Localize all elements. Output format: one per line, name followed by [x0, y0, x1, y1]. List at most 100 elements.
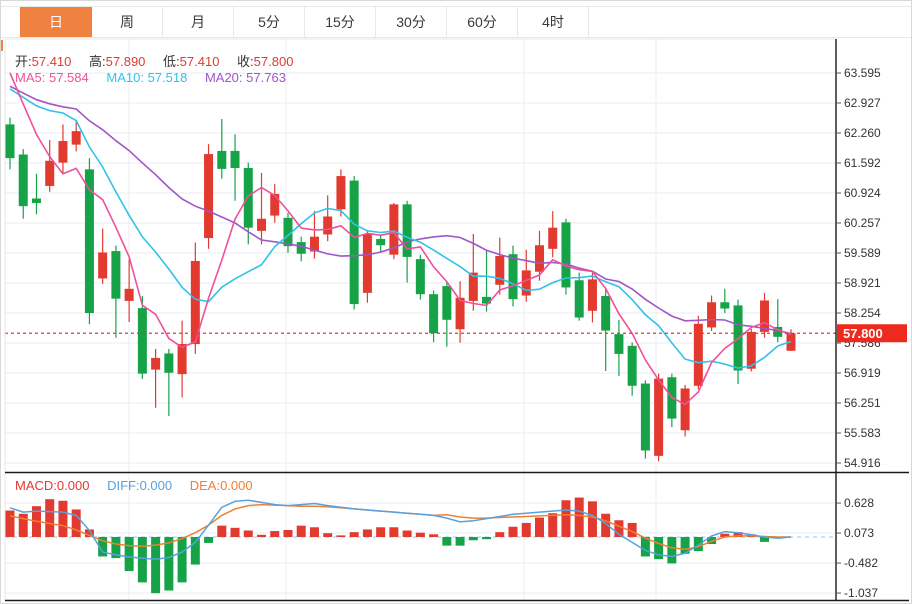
macd-histogram-bar[interactable]	[283, 529, 293, 537]
candle-body[interactable]	[429, 294, 439, 334]
candle-body[interactable]	[31, 198, 41, 204]
candle-body[interactable]	[124, 288, 134, 301]
candle-body[interactable]	[137, 308, 147, 374]
candle-body[interactable]	[760, 300, 770, 332]
candle-body[interactable]	[442, 286, 452, 320]
candle-body[interactable]	[654, 378, 664, 456]
candle-body[interactable]	[323, 216, 333, 235]
macd-histogram-bar[interactable]	[349, 532, 359, 537]
macd-histogram-bar[interactable]	[521, 522, 531, 537]
macd-histogram-bar[interactable]	[217, 525, 227, 537]
candle-body[interactable]	[720, 302, 730, 309]
macd-histogram-bar[interactable]	[402, 530, 412, 537]
candle-body[interactable]	[548, 227, 558, 249]
macd-histogram-bar[interactable]	[627, 522, 637, 537]
candle-body[interactable]	[151, 357, 161, 370]
macd-histogram-bar[interactable]	[482, 537, 492, 540]
macd-histogram-bar[interactable]	[654, 537, 664, 560]
macd-histogram-bar[interactable]	[614, 520, 624, 537]
candle-body[interactable]	[773, 326, 783, 337]
candle-body[interactable]	[243, 167, 253, 228]
candle-body[interactable]	[614, 334, 624, 354]
macd-histogram-bar[interactable]	[442, 537, 452, 546]
candle-body[interactable]	[217, 150, 227, 169]
candle-body[interactable]	[270, 194, 280, 216]
macd-histogram-bar[interactable]	[84, 529, 94, 537]
macd-histogram-bar[interactable]	[58, 500, 68, 537]
candle-body[interactable]	[336, 176, 346, 210]
macd-histogram-bar[interactable]	[667, 537, 677, 564]
tab-15min[interactable]: 15分	[305, 7, 376, 37]
macd-histogram-bar[interactable]	[508, 526, 518, 537]
candle-body[interactable]	[283, 217, 293, 247]
candle-body[interactable]	[534, 245, 544, 272]
macd-histogram-bar[interactable]	[495, 532, 505, 537]
macd-histogram-bar[interactable]	[362, 529, 372, 537]
macd-histogram-bar[interactable]	[18, 513, 28, 537]
macd-histogram-bar[interactable]	[680, 537, 690, 554]
macd-histogram-bar[interactable]	[733, 532, 743, 537]
macd-histogram-bar[interactable]	[376, 527, 386, 537]
tab-60min[interactable]: 60分	[447, 7, 518, 37]
macd-histogram-bar[interactable]	[296, 525, 306, 537]
candle-body[interactable]	[402, 204, 412, 257]
macd-histogram-bar[interactable]	[455, 537, 465, 546]
macd-histogram-bar[interactable]	[468, 537, 478, 541]
candle-body[interactable]	[601, 295, 611, 331]
candle-body[interactable]	[746, 331, 756, 369]
macd-histogram-bar[interactable]	[429, 534, 439, 537]
macd-histogram-bar[interactable]	[98, 537, 108, 557]
macd-histogram-bar[interactable]	[561, 500, 571, 537]
candle-body[interactable]	[521, 270, 531, 296]
candle-body[interactable]	[349, 180, 359, 305]
macd-histogram-bar[interactable]	[309, 527, 319, 537]
candle-body[interactable]	[18, 154, 28, 207]
candle-body[interactable]	[204, 154, 214, 239]
macd-histogram-bar[interactable]	[164, 537, 174, 591]
candle-body[interactable]	[508, 254, 518, 300]
macd-histogram-bar[interactable]	[707, 537, 717, 545]
candle-body[interactable]	[296, 242, 306, 254]
candle-body[interactable]	[561, 222, 571, 288]
candle-body[interactable]	[230, 150, 240, 168]
macd-histogram-bar[interactable]	[534, 517, 544, 537]
macd-histogram-bar[interactable]	[548, 513, 558, 537]
candle-body[interactable]	[98, 252, 108, 279]
candle-body[interactable]	[455, 297, 465, 330]
tab-4hour[interactable]: 4时	[518, 7, 589, 37]
tab-week[interactable]: 周	[92, 7, 163, 37]
candle-body[interactable]	[468, 272, 478, 301]
candle-body[interactable]	[58, 141, 68, 163]
candle-body[interactable]	[362, 234, 372, 293]
macd-histogram-bar[interactable]	[587, 501, 597, 537]
macd-histogram-bar[interactable]	[5, 510, 15, 537]
macd-histogram-bar[interactable]	[190, 537, 200, 565]
candle-body[interactable]	[376, 238, 386, 246]
macd-histogram-bar[interactable]	[720, 533, 730, 537]
macd-histogram-bar[interactable]	[124, 537, 134, 572]
candle-body[interactable]	[587, 279, 597, 311]
macd-histogram-bar[interactable]	[177, 537, 187, 583]
tab-5min[interactable]: 5分	[234, 7, 305, 37]
macd-histogram-bar[interactable]	[45, 499, 55, 537]
macd-histogram-bar[interactable]	[151, 537, 161, 594]
candle-body[interactable]	[190, 260, 200, 345]
tab-day[interactable]: 日	[20, 7, 92, 37]
candle-body[interactable]	[482, 296, 492, 304]
tab-30min[interactable]: 30分	[376, 7, 447, 37]
candle-body[interactable]	[71, 131, 81, 145]
candle-body[interactable]	[45, 160, 55, 186]
macd-histogram-bar[interactable]	[137, 537, 147, 583]
candle-body[interactable]	[164, 353, 174, 373]
candle-body[interactable]	[84, 169, 94, 314]
candle-body[interactable]	[309, 236, 319, 252]
macd-histogram-bar[interactable]	[415, 532, 425, 537]
candle-body[interactable]	[111, 251, 121, 299]
candle-body[interactable]	[574, 280, 584, 318]
candle-body[interactable]	[640, 383, 650, 451]
macd-histogram-bar[interactable]	[111, 537, 121, 559]
candle-body[interactable]	[5, 124, 15, 159]
candle-body[interactable]	[257, 218, 267, 231]
tab-month[interactable]: 月	[163, 7, 234, 37]
macd-histogram-bar[interactable]	[389, 527, 399, 537]
